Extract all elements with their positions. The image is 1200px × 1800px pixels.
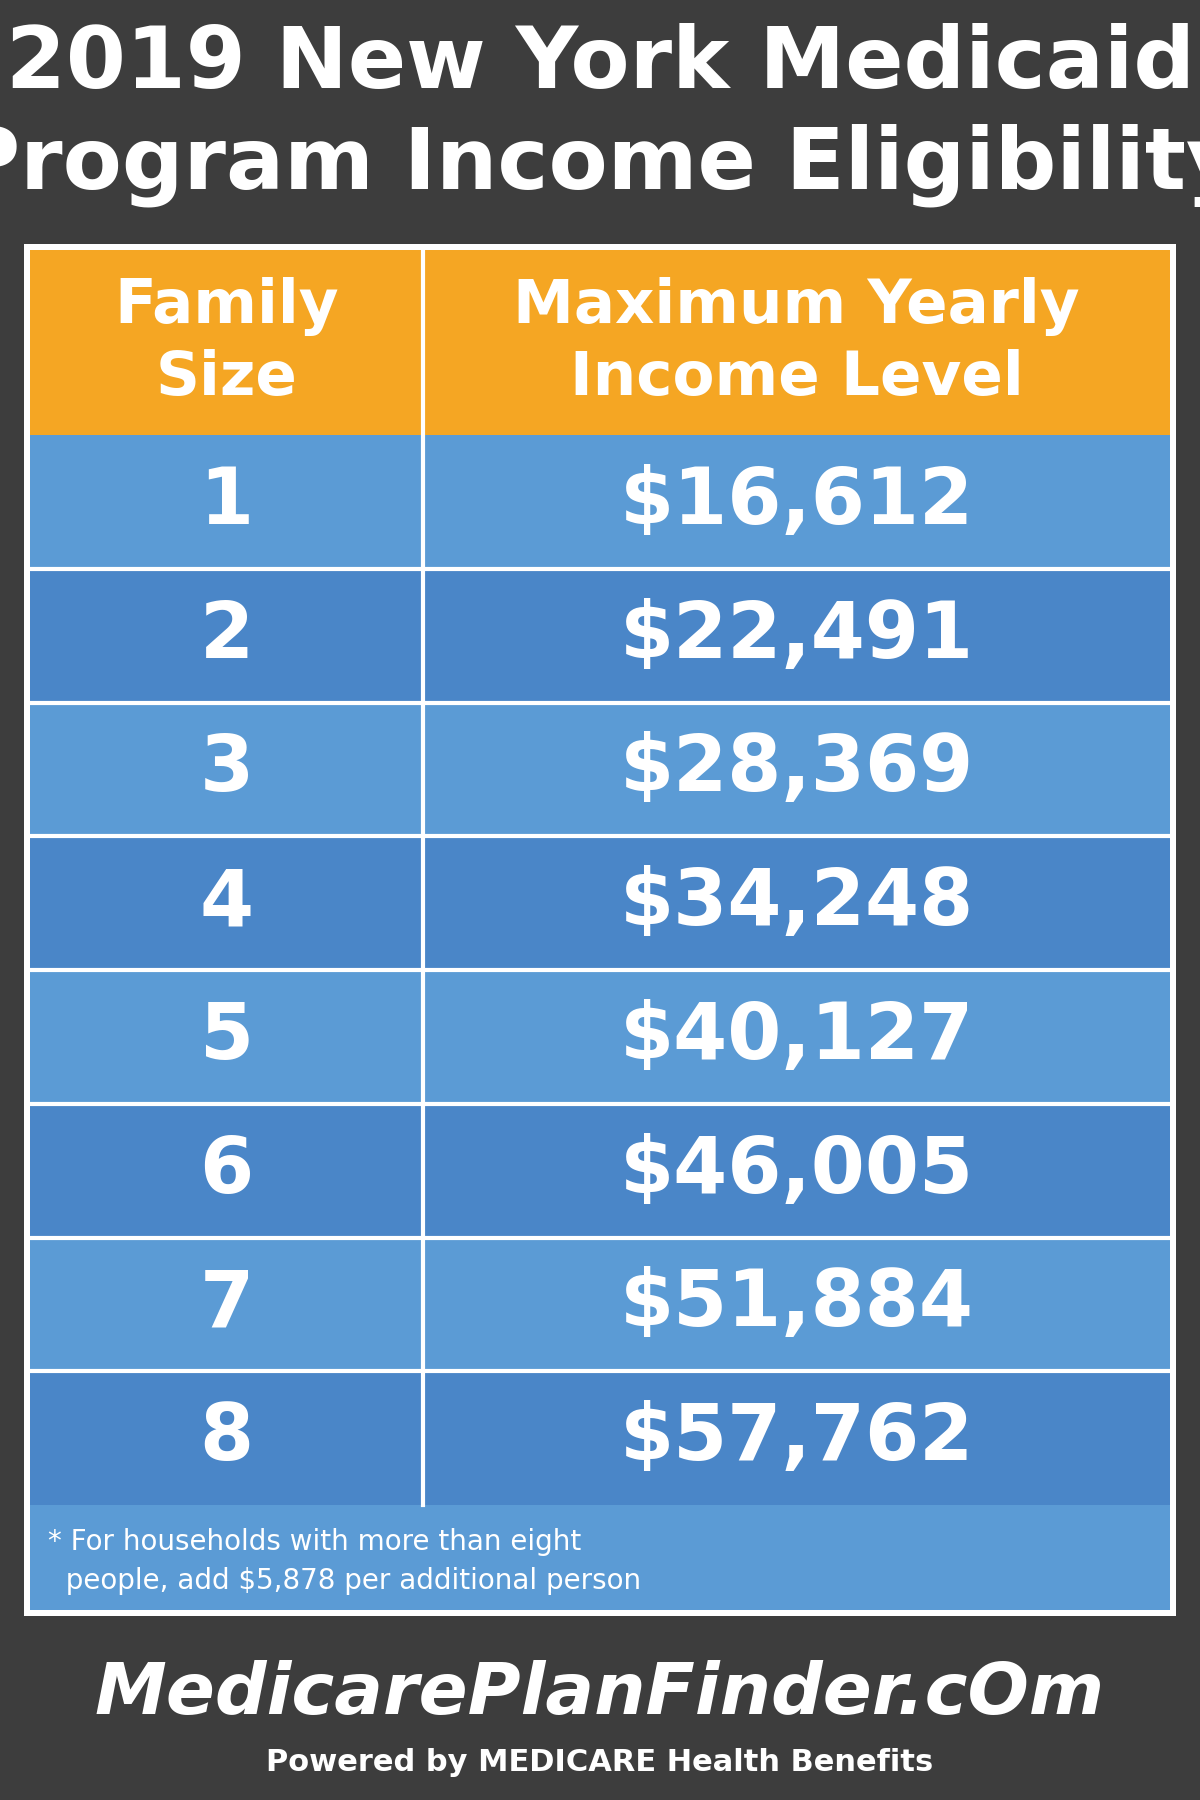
Bar xyxy=(30,1372,1170,1505)
Text: Family
Size: Family Size xyxy=(114,277,338,409)
Bar xyxy=(24,245,1176,1616)
Bar xyxy=(0,0,1200,230)
Text: $16,612: $16,612 xyxy=(619,464,973,540)
Text: $46,005: $46,005 xyxy=(619,1132,973,1208)
Text: 3: 3 xyxy=(199,731,253,808)
Bar xyxy=(30,436,1170,569)
Bar xyxy=(30,569,1170,702)
Bar xyxy=(30,702,1170,837)
Text: 7: 7 xyxy=(199,1267,253,1343)
Text: 2019 New York Medicaid: 2019 New York Medicaid xyxy=(6,23,1194,106)
Text: 8: 8 xyxy=(199,1400,253,1476)
Bar xyxy=(30,837,1170,970)
Text: 4: 4 xyxy=(199,866,253,941)
Bar xyxy=(0,1631,1200,1800)
Text: $40,127: $40,127 xyxy=(619,999,973,1075)
Text: Powered by MEDICARE Health Benefits: Powered by MEDICARE Health Benefits xyxy=(266,1748,934,1777)
Text: 5: 5 xyxy=(199,999,253,1075)
Text: Program Income Eligibility: Program Income Eligibility xyxy=(0,124,1200,207)
Text: $28,369: $28,369 xyxy=(619,731,973,808)
Text: $57,762: $57,762 xyxy=(619,1400,973,1476)
Bar xyxy=(30,1505,1170,1609)
Text: people, add $5,878 per additional person: people, add $5,878 per additional person xyxy=(48,1566,641,1595)
Text: 1: 1 xyxy=(199,464,253,540)
Text: $34,248: $34,248 xyxy=(619,866,973,941)
Text: 6: 6 xyxy=(199,1132,253,1208)
Text: $22,491: $22,491 xyxy=(619,598,973,673)
Bar xyxy=(30,1103,1170,1238)
Text: $51,884: $51,884 xyxy=(619,1267,973,1343)
Text: * For households with more than eight: * For households with more than eight xyxy=(48,1528,581,1555)
Text: MedicarePlanFinder.cOm: MedicarePlanFinder.cOm xyxy=(95,1660,1105,1730)
Text: 2: 2 xyxy=(199,598,253,673)
Bar xyxy=(30,1238,1170,1372)
Text: Maximum Yearly
Income Level: Maximum Yearly Income Level xyxy=(514,277,1080,409)
Bar xyxy=(30,970,1170,1103)
Bar xyxy=(30,250,1170,436)
